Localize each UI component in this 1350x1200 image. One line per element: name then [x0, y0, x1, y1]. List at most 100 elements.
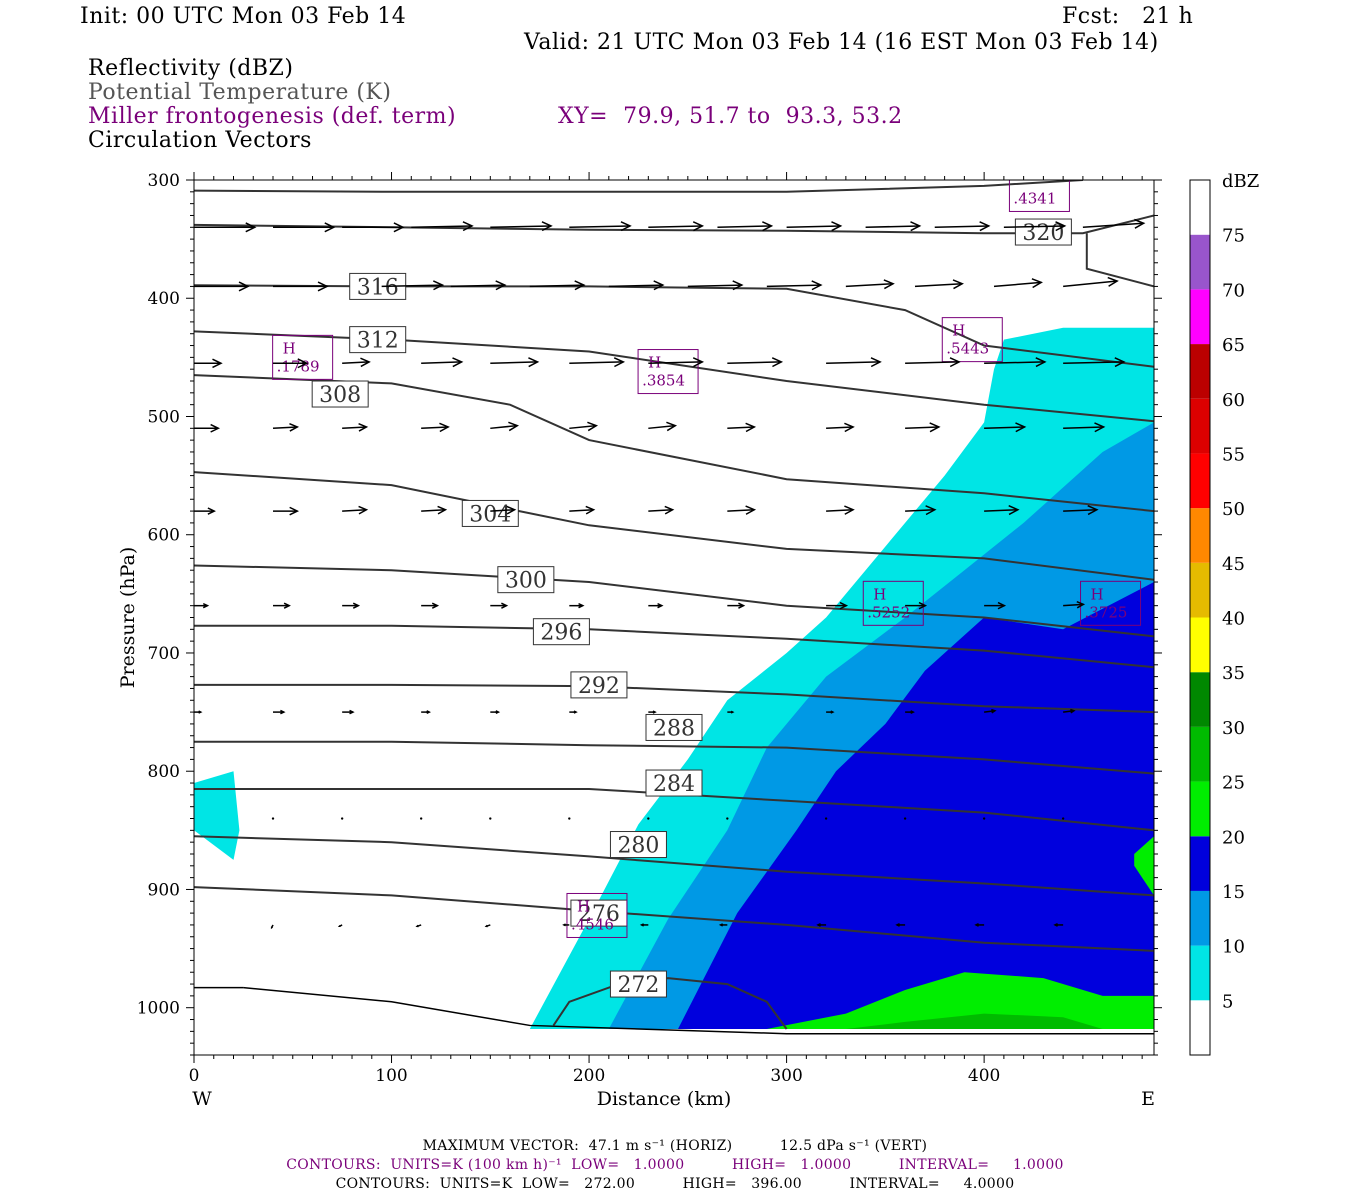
vector-arrow — [342, 602, 361, 609]
vector-head — [508, 421, 520, 432]
colorbar-swatch — [1190, 890, 1210, 946]
vector-head — [918, 601, 928, 610]
vector-head — [844, 505, 855, 515]
vector-shaft — [529, 284, 584, 288]
theta-label-box — [645, 769, 703, 797]
theta-contour-280 — [194, 835, 1154, 897]
vector-arrow — [766, 280, 823, 291]
vector-arrow — [273, 602, 291, 609]
reflectivity-25dbz — [845, 1013, 1103, 1029]
forecast-hour: Fcst: 21 h — [1062, 4, 1194, 29]
vector-shaft — [1063, 426, 1104, 430]
vector-head — [732, 280, 744, 291]
vector-shaft — [984, 710, 996, 713]
colorbar-title: dBZ — [1222, 171, 1259, 192]
vector-arrow — [648, 221, 705, 232]
vector-arrow — [194, 507, 216, 515]
vector-head — [501, 602, 509, 609]
theta-label-292: 292 — [578, 674, 620, 699]
theta-contour-note: CONTOURS: UNITS=K LOW= 272.00 HIGH= 396.… — [335, 1176, 1015, 1192]
vector-arrow — [569, 421, 599, 432]
vector-head — [270, 926, 273, 930]
vector-shaft — [608, 284, 663, 288]
vector-head — [952, 279, 964, 290]
vector-head — [991, 708, 997, 714]
vector-head — [831, 221, 843, 232]
init-time: Init: 00 UTC Mon 03 Feb 14 — [80, 4, 407, 29]
y-tick-label: 900 — [148, 880, 180, 900]
vector-head — [297, 358, 309, 369]
vector-shaft — [342, 361, 370, 365]
frontogenesis-high-label: H — [873, 585, 886, 603]
vector-arrow — [484, 924, 491, 928]
vector-head — [573, 710, 578, 714]
vector-shaft — [993, 281, 1042, 288]
vector-arrow — [342, 422, 369, 432]
vector-shaft — [766, 284, 821, 288]
theta-label-316: 316 — [357, 275, 399, 300]
vector-head — [495, 280, 507, 291]
y-tick-label: 500 — [148, 407, 180, 427]
vector-shaft — [648, 508, 673, 512]
frontogenesis-contour-note: CONTOURS: UNITS=K (100 km h)⁻¹ LOW= 1.00… — [286, 1157, 1064, 1173]
vector-head — [657, 602, 664, 609]
vector-arrow — [824, 817, 828, 820]
vector-head — [979, 221, 991, 232]
vector-shaft — [984, 508, 1018, 512]
reflectivity-5dbz — [194, 771, 240, 860]
vector-arrow — [421, 422, 450, 433]
theta-label-272: 272 — [617, 973, 659, 998]
vector-arrow — [569, 357, 626, 368]
vector-shaft — [648, 361, 703, 365]
vector-head — [830, 710, 835, 714]
vector-arrow — [905, 710, 915, 715]
vector-head — [289, 506, 300, 516]
vector-arrow — [194, 281, 250, 292]
theta-contour-unlabeled — [194, 180, 1083, 193]
vector-arrow — [905, 601, 928, 610]
vector-arrow — [342, 709, 355, 715]
vector-head — [666, 421, 678, 432]
frontogenesis-high-label: H — [577, 897, 590, 915]
colorbar-label: 20 — [1222, 827, 1245, 848]
vector-head — [910, 710, 915, 715]
frontogenesis-value: .5443 — [946, 340, 989, 358]
vector-arrow — [421, 602, 440, 609]
vector-arrow — [421, 710, 431, 715]
vector-shaft — [727, 361, 782, 365]
theta-label-296: 296 — [540, 621, 582, 646]
vector-dot — [419, 817, 423, 820]
theta-contour-308 — [194, 374, 1154, 513]
theta-label-280: 280 — [617, 834, 659, 859]
colorbar-label: 5 — [1222, 991, 1233, 1012]
vector-head — [437, 505, 448, 515]
vector-head — [528, 357, 540, 368]
vector-head — [426, 710, 431, 715]
vector-shaft — [905, 508, 935, 512]
vector-dot — [489, 817, 492, 820]
frontogenesis-box — [566, 892, 628, 938]
vector-arrow — [984, 422, 1027, 433]
vector-shaft — [984, 361, 1045, 365]
vector-shaft — [381, 284, 443, 288]
vector-head — [762, 221, 774, 232]
vector-head — [1076, 600, 1086, 609]
vector-arrow — [273, 281, 329, 292]
vector-arrow — [687, 280, 744, 291]
colorbar-label: 70 — [1222, 280, 1245, 301]
vector-arrow — [845, 279, 895, 290]
vector-head — [432, 280, 445, 291]
vector-head — [613, 357, 626, 368]
circulation-vectors — [194, 218, 1146, 930]
vector-arrow — [1063, 357, 1126, 368]
vector-arrow — [490, 505, 517, 515]
colorbar-swatch — [1190, 289, 1210, 345]
vector-arrow — [1063, 422, 1106, 433]
theta-contour-296 — [194, 624, 1154, 669]
colorbar-label: 75 — [1222, 226, 1245, 247]
frontogenesis-value: .3854 — [642, 372, 685, 390]
vector-arrow — [450, 280, 507, 291]
vector-head — [360, 357, 371, 368]
vector-arrow — [490, 221, 553, 232]
vector-arrow — [569, 602, 585, 609]
